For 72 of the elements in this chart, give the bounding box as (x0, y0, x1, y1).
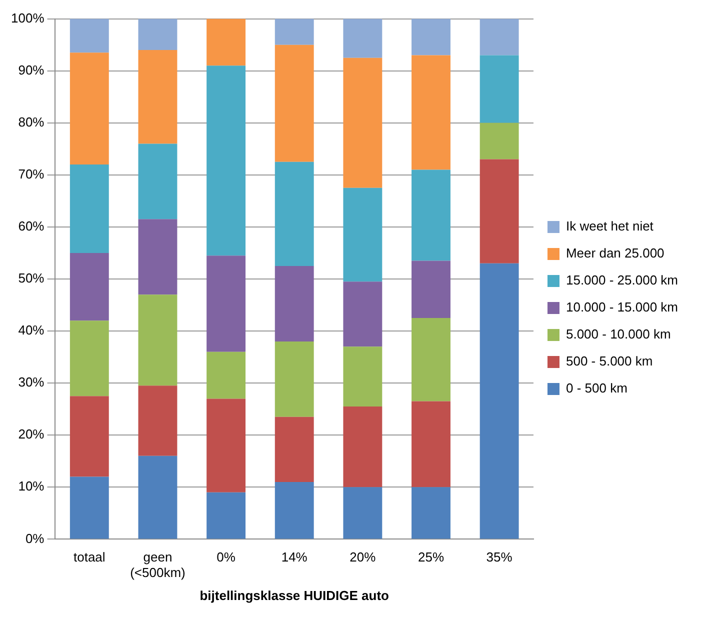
bar (138, 18, 178, 50)
bar (343, 487, 382, 539)
bar (138, 294, 178, 386)
bar (206, 352, 246, 399)
bar (274, 341, 314, 417)
bar (412, 318, 450, 402)
x-tick-label: 0% (216, 550, 236, 565)
bar (70, 18, 109, 53)
bar (412, 487, 450, 539)
bar (412, 401, 450, 488)
bar (343, 18, 382, 58)
bar (480, 263, 519, 539)
x-tick-label: 20% (350, 550, 376, 565)
legend-label: 0 - 500 km (566, 380, 628, 396)
bar (480, 122, 519, 160)
bar (70, 52, 109, 165)
y-tick-label: 90% (18, 62, 45, 78)
bar (70, 476, 109, 539)
bar (343, 406, 382, 488)
x-axis-title: bijtellingsklasse HUIDIGE auto (200, 588, 390, 603)
x-tick-label: 14% (281, 550, 308, 565)
bar (70, 252, 109, 321)
bar (274, 162, 314, 266)
bar (274, 416, 314, 482)
legend-label: 5.000 - 10.000 km (566, 326, 671, 342)
bar (138, 386, 178, 456)
legend-label: Ik weet het niet (566, 218, 654, 234)
bar (480, 55, 519, 123)
bar (138, 456, 178, 539)
bar (412, 55, 450, 170)
legend-label: 10.000 - 15.000 km (566, 300, 678, 315)
y-tick-label: 10% (18, 478, 45, 494)
y-tick-label: 70% (18, 166, 45, 182)
bar (274, 44, 314, 162)
bar (274, 482, 314, 539)
bar (480, 18, 519, 56)
bar (138, 144, 178, 220)
bar (138, 50, 178, 144)
y-tick-label: 20% (18, 426, 45, 442)
x-tick-label: 25% (418, 550, 444, 565)
bar (206, 256, 246, 352)
x-tick-label: geen (<500km) (130, 550, 186, 580)
x-tick-label: totaal (74, 550, 106, 565)
bar (138, 219, 178, 295)
bar (412, 260, 450, 318)
bar (274, 266, 314, 342)
bar (206, 492, 246, 539)
legend-label: 15.000 - 25.000 km (566, 272, 678, 288)
bar (206, 18, 246, 66)
bar (206, 66, 246, 256)
bar (343, 58, 382, 188)
legend-label: 500 - 5.000 km (566, 354, 653, 369)
y-tick-label: 40% (18, 322, 45, 338)
bar (412, 18, 450, 56)
bar (70, 164, 109, 253)
y-tick-label: 30% (18, 374, 45, 390)
bar (70, 396, 109, 477)
bar (70, 320, 109, 396)
y-tick-label: 100% (11, 10, 45, 26)
x-tick-label: 35% (486, 550, 513, 565)
legend-label: Meer dan 25.000 (566, 246, 664, 261)
y-tick-label: 0% (25, 530, 45, 546)
bar (343, 346, 382, 406)
bar (343, 188, 382, 282)
y-tick-label: 60% (18, 218, 45, 234)
y-tick-label: 80% (18, 114, 45, 130)
bar (412, 170, 450, 261)
bar (480, 159, 519, 264)
bar (206, 398, 246, 492)
y-tick-label: 50% (18, 270, 45, 286)
bar (274, 18, 314, 45)
bar (343, 282, 382, 347)
